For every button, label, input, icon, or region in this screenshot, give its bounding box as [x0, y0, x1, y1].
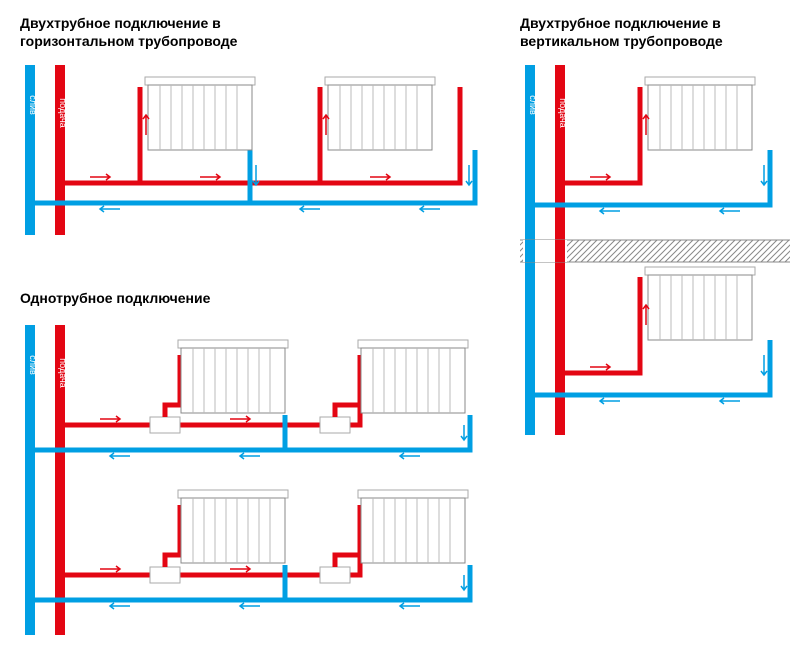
hot-branch-lower: [565, 277, 640, 373]
diagram-horizontal-two-pipe: слив подача: [20, 65, 480, 235]
valve-2b: [320, 567, 350, 583]
svg-text:подача: подача: [558, 98, 568, 127]
supply-riser: подача: [58, 325, 68, 635]
return-riser: слив: [28, 65, 38, 235]
cold-branch-row2: [35, 565, 470, 600]
valve-1b: [320, 417, 350, 433]
svg-text:подача: подача: [58, 358, 68, 387]
return-riser: слив: [28, 325, 38, 635]
title-single: Однотрубное подключение: [20, 290, 210, 308]
cold-branch-row1: [35, 415, 470, 450]
valve-2a: [150, 567, 180, 583]
title-vertical: Двухтрубное подключение ввертикальном тр…: [520, 15, 723, 50]
radiator-r2a: [178, 490, 288, 563]
diagram-single-pipe: слив подача: [20, 325, 480, 635]
radiator-r1a: [178, 340, 288, 413]
radiator-lower: [645, 267, 755, 340]
return-label: слив: [28, 95, 38, 115]
diagram-vertical-two-pipe: слив подача: [520, 65, 790, 435]
valve-1a: [150, 417, 180, 433]
title-horizontal: Двухтрубное подключение вгоризонтальном …: [20, 15, 237, 50]
radiator-r1b: [358, 340, 468, 413]
hot-rise-1a: [165, 355, 180, 417]
hot-rise-1b: [335, 355, 360, 417]
svg-text:слив: слив: [28, 355, 38, 375]
supply-label: подача: [58, 98, 68, 127]
radiator-1: [145, 77, 255, 150]
radiator-2: [325, 77, 435, 150]
svg-text:слив: слив: [528, 95, 538, 115]
radiator-upper: [645, 77, 755, 150]
hot-rise-2b: [335, 505, 360, 567]
cold-branch-upper: [535, 150, 770, 205]
cold-branch-lower: [535, 340, 770, 395]
supply-riser: подача: [58, 65, 68, 235]
hot-rise-2a: [165, 505, 180, 567]
hot-branch-upper: [565, 87, 640, 183]
radiator-r2b: [358, 490, 468, 563]
